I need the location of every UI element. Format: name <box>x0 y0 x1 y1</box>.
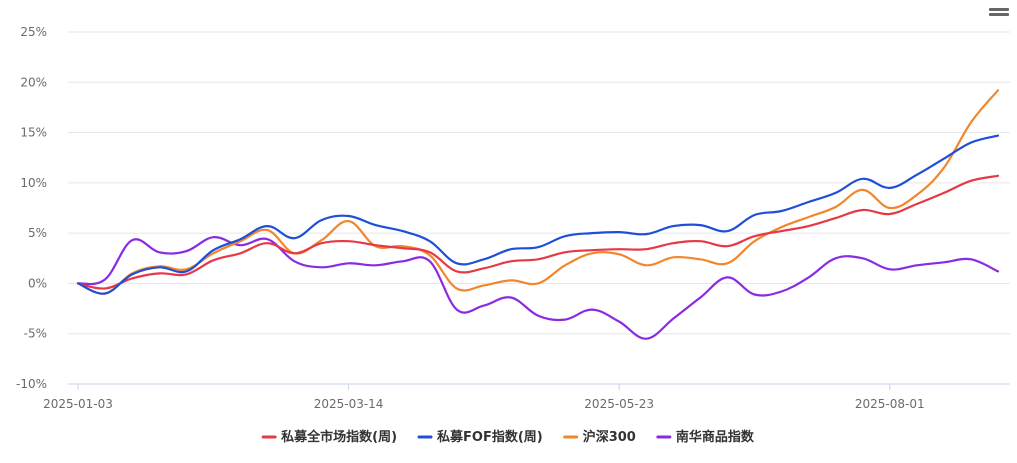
series-line <box>76 134 1000 295</box>
legend-item[interactable]: 私募FOF指数(周) <box>417 429 543 445</box>
y-tick-label: 0% <box>28 276 47 290</box>
series-lines <box>76 89 1000 340</box>
x-tick-label: 2025-08-01 <box>855 397 925 411</box>
legend-item[interactable]: 南华商品指数 <box>656 429 755 445</box>
legend-label: 私募全市场指数(周) <box>281 429 397 445</box>
y-tick-label: 15% <box>20 126 47 140</box>
legend-label: 沪深300 <box>583 429 636 445</box>
y-tick-label: 5% <box>28 226 47 240</box>
legend-item[interactable]: 沪深300 <box>563 429 636 445</box>
x-tick-label: 2025-05-23 <box>584 397 654 411</box>
series-line <box>76 174 1000 290</box>
series-line <box>76 89 1000 295</box>
menu-bar-icon <box>989 8 1009 11</box>
legend-label: 南华商品指数 <box>676 429 755 445</box>
menu-bar-icon <box>989 13 1009 16</box>
y-tick-label: -10% <box>16 377 47 391</box>
legend[interactable]: 私募全市场指数(周) 私募FOF指数(周) 沪深300 南华商品指数 <box>261 429 755 445</box>
x-tick-label: 2025-01-03 <box>43 397 113 411</box>
y-tick-label: 25% <box>20 25 47 39</box>
legend-item[interactable]: 私募全市场指数(周) <box>261 429 397 445</box>
legend-label: 私募FOF指数(周) <box>437 429 543 445</box>
chart-menu-icon[interactable] <box>989 6 1009 20</box>
x-tick-label: 2025-03-14 <box>314 397 384 411</box>
y-tick-label: -5% <box>24 327 47 341</box>
y-axis: 25% 20% 15% 10% 5% 0% -5% -10% <box>16 25 47 391</box>
y-tick-label: 10% <box>20 176 47 190</box>
y-tick-label: 20% <box>20 75 47 89</box>
x-axis: 2025-01-03 2025-03-14 2025-05-23 2025-08-01 <box>43 384 925 411</box>
grid-lines <box>68 31 1010 385</box>
